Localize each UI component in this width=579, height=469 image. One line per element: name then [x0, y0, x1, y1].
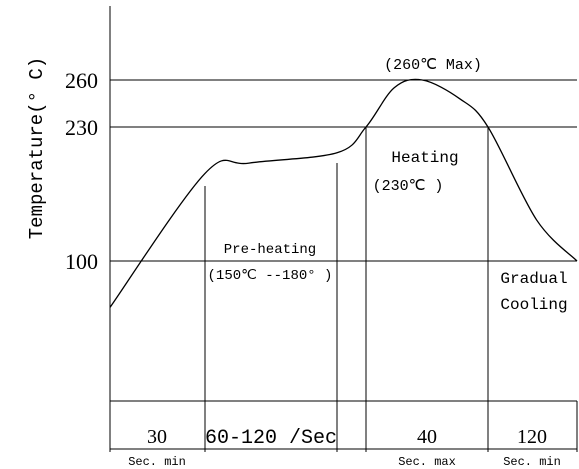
cooling-label-1: Gradual [500, 270, 567, 288]
segment-duration-3: 40 [417, 426, 437, 448]
segment-duration-0: 30 [147, 426, 167, 448]
segment-note-3: Sec. max [398, 455, 456, 469]
y-tick-label: 260 [65, 68, 98, 93]
preheating-label: Pre-heating [224, 242, 316, 258]
segment-note-0: Sec. min [128, 455, 186, 469]
segment-duration-1: 60-120 /Sec [205, 427, 337, 450]
y-tick-label: 100 [65, 249, 98, 274]
peak-annotation: (260℃ Max) [384, 57, 482, 74]
segment-duration-4: 120 [517, 426, 547, 448]
heating-label: Heating [391, 149, 458, 167]
segment-note-4: Sec. min [503, 455, 561, 469]
y-axis-label: Temperature(° C) [26, 57, 48, 239]
y-tick-label: 230 [65, 115, 98, 140]
heating-temp-label: (230℃ ) [373, 178, 444, 195]
profile-curve [109, 78, 578, 308]
preheating-temp-label: (150℃ --180° ) [208, 268, 333, 284]
cooling-label-2: Cooling [500, 296, 567, 314]
